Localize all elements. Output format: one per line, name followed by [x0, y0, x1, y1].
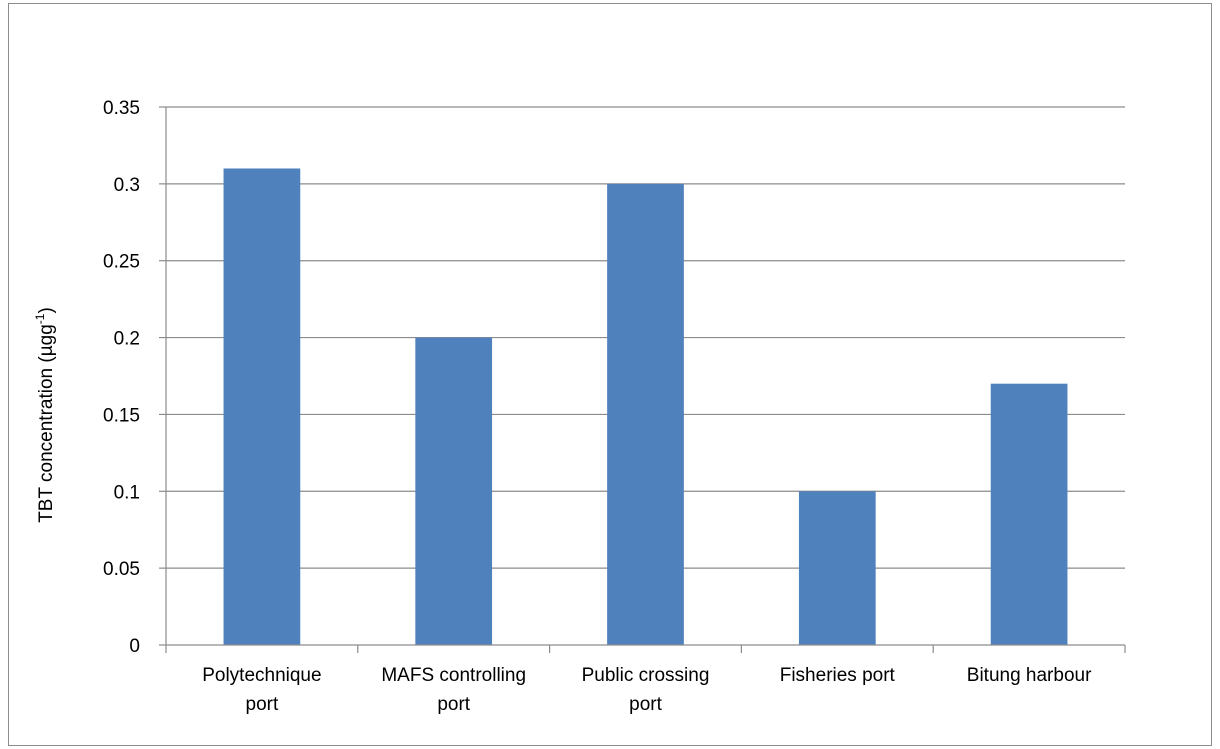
y-tick-label: 0.35 [103, 98, 140, 119]
x-category-label-line: Public crossing [582, 665, 710, 686]
x-category-label-line: port [629, 694, 662, 715]
y-axis-title-suffix: ) [36, 307, 57, 313]
x-category-label-line: Polytechnique [202, 665, 321, 686]
x-category-label: Fisheries port [780, 665, 896, 686]
bar [798, 491, 876, 645]
y-tick-label: 0.25 [103, 252, 140, 273]
y-axis-title: TBT concentration (µgg-1) [33, 307, 57, 523]
x-category-label: Polytechnique port [202, 665, 321, 715]
x-category-label-line: Fisheries port [780, 665, 896, 686]
y-tick-label: 0.3 [114, 175, 140, 196]
y-tick-label: 0.05 [103, 559, 140, 580]
axes [159, 106, 1126, 653]
x-category-label: Bitung harbour [967, 665, 1092, 686]
y-tick-label: 0.1 [114, 482, 140, 503]
x-category-label-line: port [437, 694, 470, 715]
bar [415, 337, 493, 645]
y-tick-label: 0.2 [114, 329, 140, 350]
bar [223, 168, 301, 645]
y-axis-title-main: TBT concentration (µgg [36, 324, 57, 523]
y-tick-label: 0 [129, 636, 140, 657]
x-category-label-line: MAFS controlling [381, 665, 526, 686]
bar [607, 183, 684, 645]
y-tick-label: 0.15 [103, 405, 140, 426]
bars [223, 168, 1068, 645]
x-category-label: Public crossing port [582, 665, 710, 715]
y-tick-labels: 0 0.05 0.1 0.15 0.2 0.25 0.3 0.35 [103, 98, 140, 657]
y-axis-title-superscript: -1 [33, 313, 47, 324]
x-category-label-line: Bitung harbour [967, 665, 1092, 686]
x-category-label-line: port [246, 694, 279, 715]
x-category-label: MAFS controlling port [381, 665, 526, 715]
bar [990, 383, 1068, 645]
